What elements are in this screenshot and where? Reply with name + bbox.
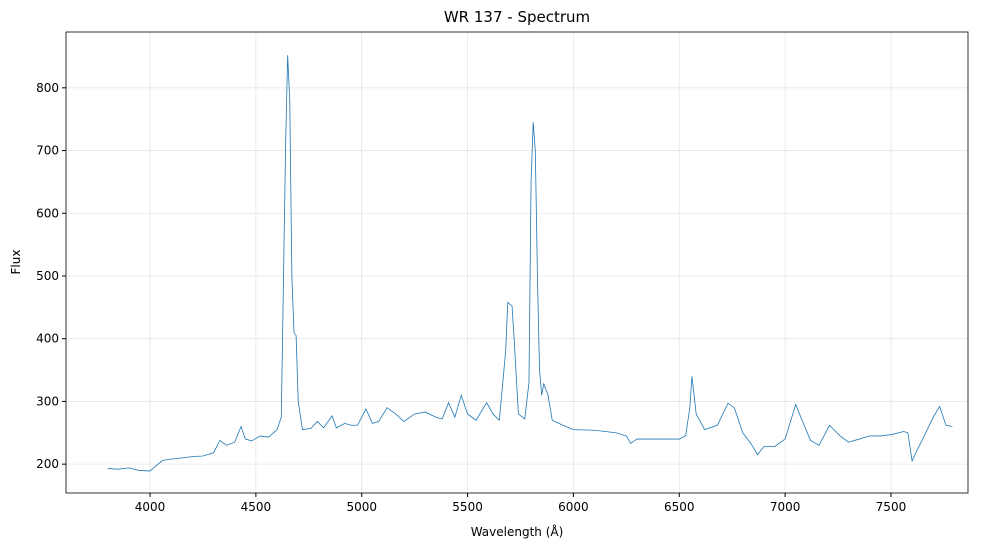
x-axis-label: Wavelength (Å)	[471, 524, 564, 539]
y-tick-label: 600	[36, 206, 59, 220]
x-tick-label: 7000	[770, 500, 801, 514]
y-tick-label: 500	[36, 269, 59, 283]
y-tick-label: 400	[36, 332, 59, 346]
x-tick-label: 6500	[664, 500, 695, 514]
plot-frame	[65, 31, 969, 494]
chart-title: WR 137 - Spectrum	[444, 8, 590, 26]
x-tick-label: 7500	[876, 500, 907, 514]
x-tick-label: 4000	[135, 500, 166, 514]
y-tick-label: 300	[36, 394, 59, 408]
y-axis-label: Flux	[9, 250, 23, 275]
x-tick-label: 6000	[558, 500, 589, 514]
y-tick-label: 700	[36, 144, 59, 158]
x-tick-label: 5500	[452, 500, 483, 514]
x-tick-label: 4500	[241, 500, 272, 514]
y-tick-label: 200	[36, 457, 59, 471]
x-tick-label: 5000	[346, 500, 377, 514]
spectrum-line	[107, 55, 953, 472]
y-tick-label: 800	[36, 81, 59, 95]
